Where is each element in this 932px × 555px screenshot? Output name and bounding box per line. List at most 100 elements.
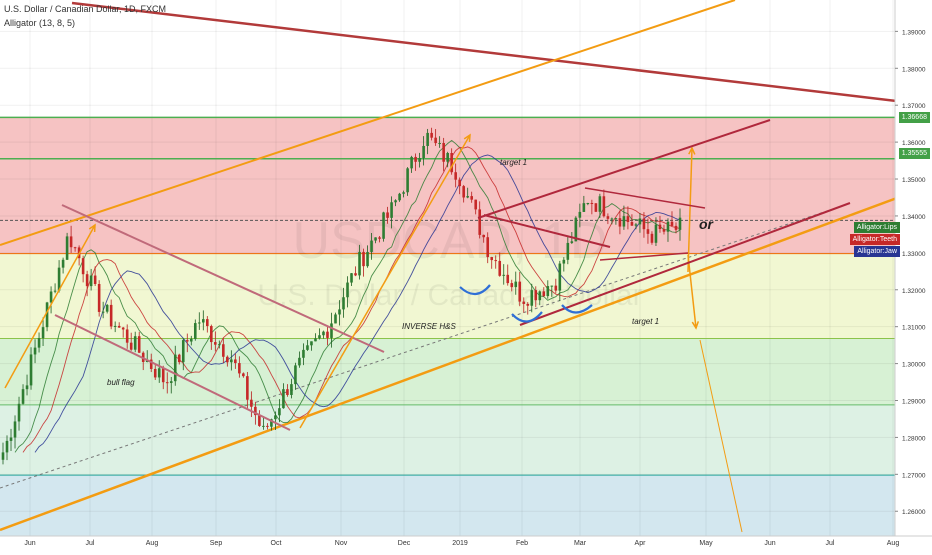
candle-body xyxy=(125,329,129,343)
candle-body xyxy=(654,224,658,243)
impulse-arrow-1-head xyxy=(88,223,96,233)
candle-body xyxy=(614,218,618,220)
candle-body xyxy=(646,229,650,234)
impulse-arrow-1 xyxy=(4,224,96,389)
candle-body xyxy=(530,290,534,306)
support-trendline xyxy=(0,183,932,532)
candle-body xyxy=(338,309,341,315)
candle-body xyxy=(658,224,662,229)
candle-body xyxy=(242,373,245,377)
candle-body xyxy=(398,193,401,201)
candle-body xyxy=(426,132,429,146)
indicator-label: Alligator (13, 8, 5) xyxy=(4,18,76,28)
shoulder-left-arc xyxy=(459,284,491,296)
candle-body xyxy=(330,323,333,338)
candle-body xyxy=(490,257,494,261)
candle-body xyxy=(57,267,61,291)
candle-body xyxy=(342,297,345,310)
candle-body xyxy=(514,281,518,288)
candle-body xyxy=(678,217,682,230)
candle-body xyxy=(370,240,373,252)
candle-body xyxy=(466,196,469,198)
legend-tag-jaw: Alligator:Jaw xyxy=(854,246,900,257)
ma-lips xyxy=(14,139,681,453)
zone-band-3 xyxy=(0,338,895,405)
candle-body xyxy=(61,259,65,268)
candle-body xyxy=(526,303,530,306)
candle-body xyxy=(25,385,29,390)
bull-flag-label: bull flag xyxy=(107,378,135,387)
candle-body xyxy=(230,359,233,363)
candle-body xyxy=(418,157,421,162)
candle-body xyxy=(638,218,642,225)
candle-body xyxy=(258,415,261,426)
watermark-name: U.S. Dollar / Canadian Dollar xyxy=(257,279,642,312)
candle-body xyxy=(350,273,353,283)
candle-body xyxy=(518,281,522,302)
candle-body xyxy=(606,216,610,219)
candle-body xyxy=(266,425,269,427)
neckline-segment xyxy=(483,214,611,248)
candle-body xyxy=(406,168,409,193)
candle-body xyxy=(105,304,109,312)
candle-body xyxy=(89,275,93,287)
candle-body xyxy=(85,274,89,287)
candle-body xyxy=(222,344,225,357)
price-tick-label: 1.37000 xyxy=(902,103,926,110)
candle-body xyxy=(298,357,301,366)
candle-body xyxy=(69,236,73,248)
time-tick-label: Jun xyxy=(764,540,775,547)
candle-body xyxy=(294,365,297,385)
candle-body xyxy=(21,389,25,404)
candle-body xyxy=(590,203,594,205)
time-tick-label: Oct xyxy=(271,540,282,547)
candle-body xyxy=(246,376,249,400)
candle-body xyxy=(41,327,45,339)
target-upper-label: target 1 xyxy=(500,158,527,167)
candle-body xyxy=(622,216,626,227)
candle-body xyxy=(49,291,53,303)
chart-title: U.S. Dollar / Canadian Dollar, 1D, FXCM xyxy=(4,4,167,14)
candle-body xyxy=(306,345,309,350)
candle-body xyxy=(201,319,205,323)
candle-body xyxy=(113,325,117,327)
price-axis-bg xyxy=(895,0,932,550)
candle-body xyxy=(478,209,482,235)
candle-body xyxy=(670,221,674,226)
time-tick-label: May xyxy=(699,540,713,547)
candle-body xyxy=(238,363,241,374)
candle-body xyxy=(5,440,9,453)
rising-channel-lower xyxy=(519,202,851,326)
candle-body xyxy=(442,143,445,162)
candle-body xyxy=(210,326,213,343)
candle-body xyxy=(462,186,465,198)
candle-body xyxy=(1,452,5,460)
candle-body xyxy=(382,212,385,239)
candle-body xyxy=(165,382,169,384)
candle-body xyxy=(474,199,477,210)
candle-body xyxy=(302,349,305,358)
price-tick-label: 1.31000 xyxy=(902,325,926,332)
candle-body xyxy=(286,389,289,395)
price-tick-label: 1.29000 xyxy=(902,399,926,406)
candle-body xyxy=(133,336,137,350)
candle-body xyxy=(450,152,453,173)
candle-body xyxy=(542,291,546,297)
price-tick-label: 1.36000 xyxy=(902,140,926,147)
candle-body xyxy=(169,381,173,383)
triangle-lower xyxy=(599,252,689,261)
target-up-arrow xyxy=(687,147,693,273)
upper-channel-line xyxy=(0,0,736,246)
candle-body xyxy=(510,283,514,288)
candle-body xyxy=(346,282,349,298)
price-tick-label: 1.35000 xyxy=(902,177,926,184)
candle-body xyxy=(586,203,590,205)
candle-body xyxy=(354,273,357,276)
candle-body xyxy=(318,335,321,339)
candle-body xyxy=(274,415,277,420)
time-tick-label: Mar xyxy=(574,540,587,547)
time-tick-label: Aug xyxy=(887,540,900,547)
candle-body xyxy=(9,437,13,441)
